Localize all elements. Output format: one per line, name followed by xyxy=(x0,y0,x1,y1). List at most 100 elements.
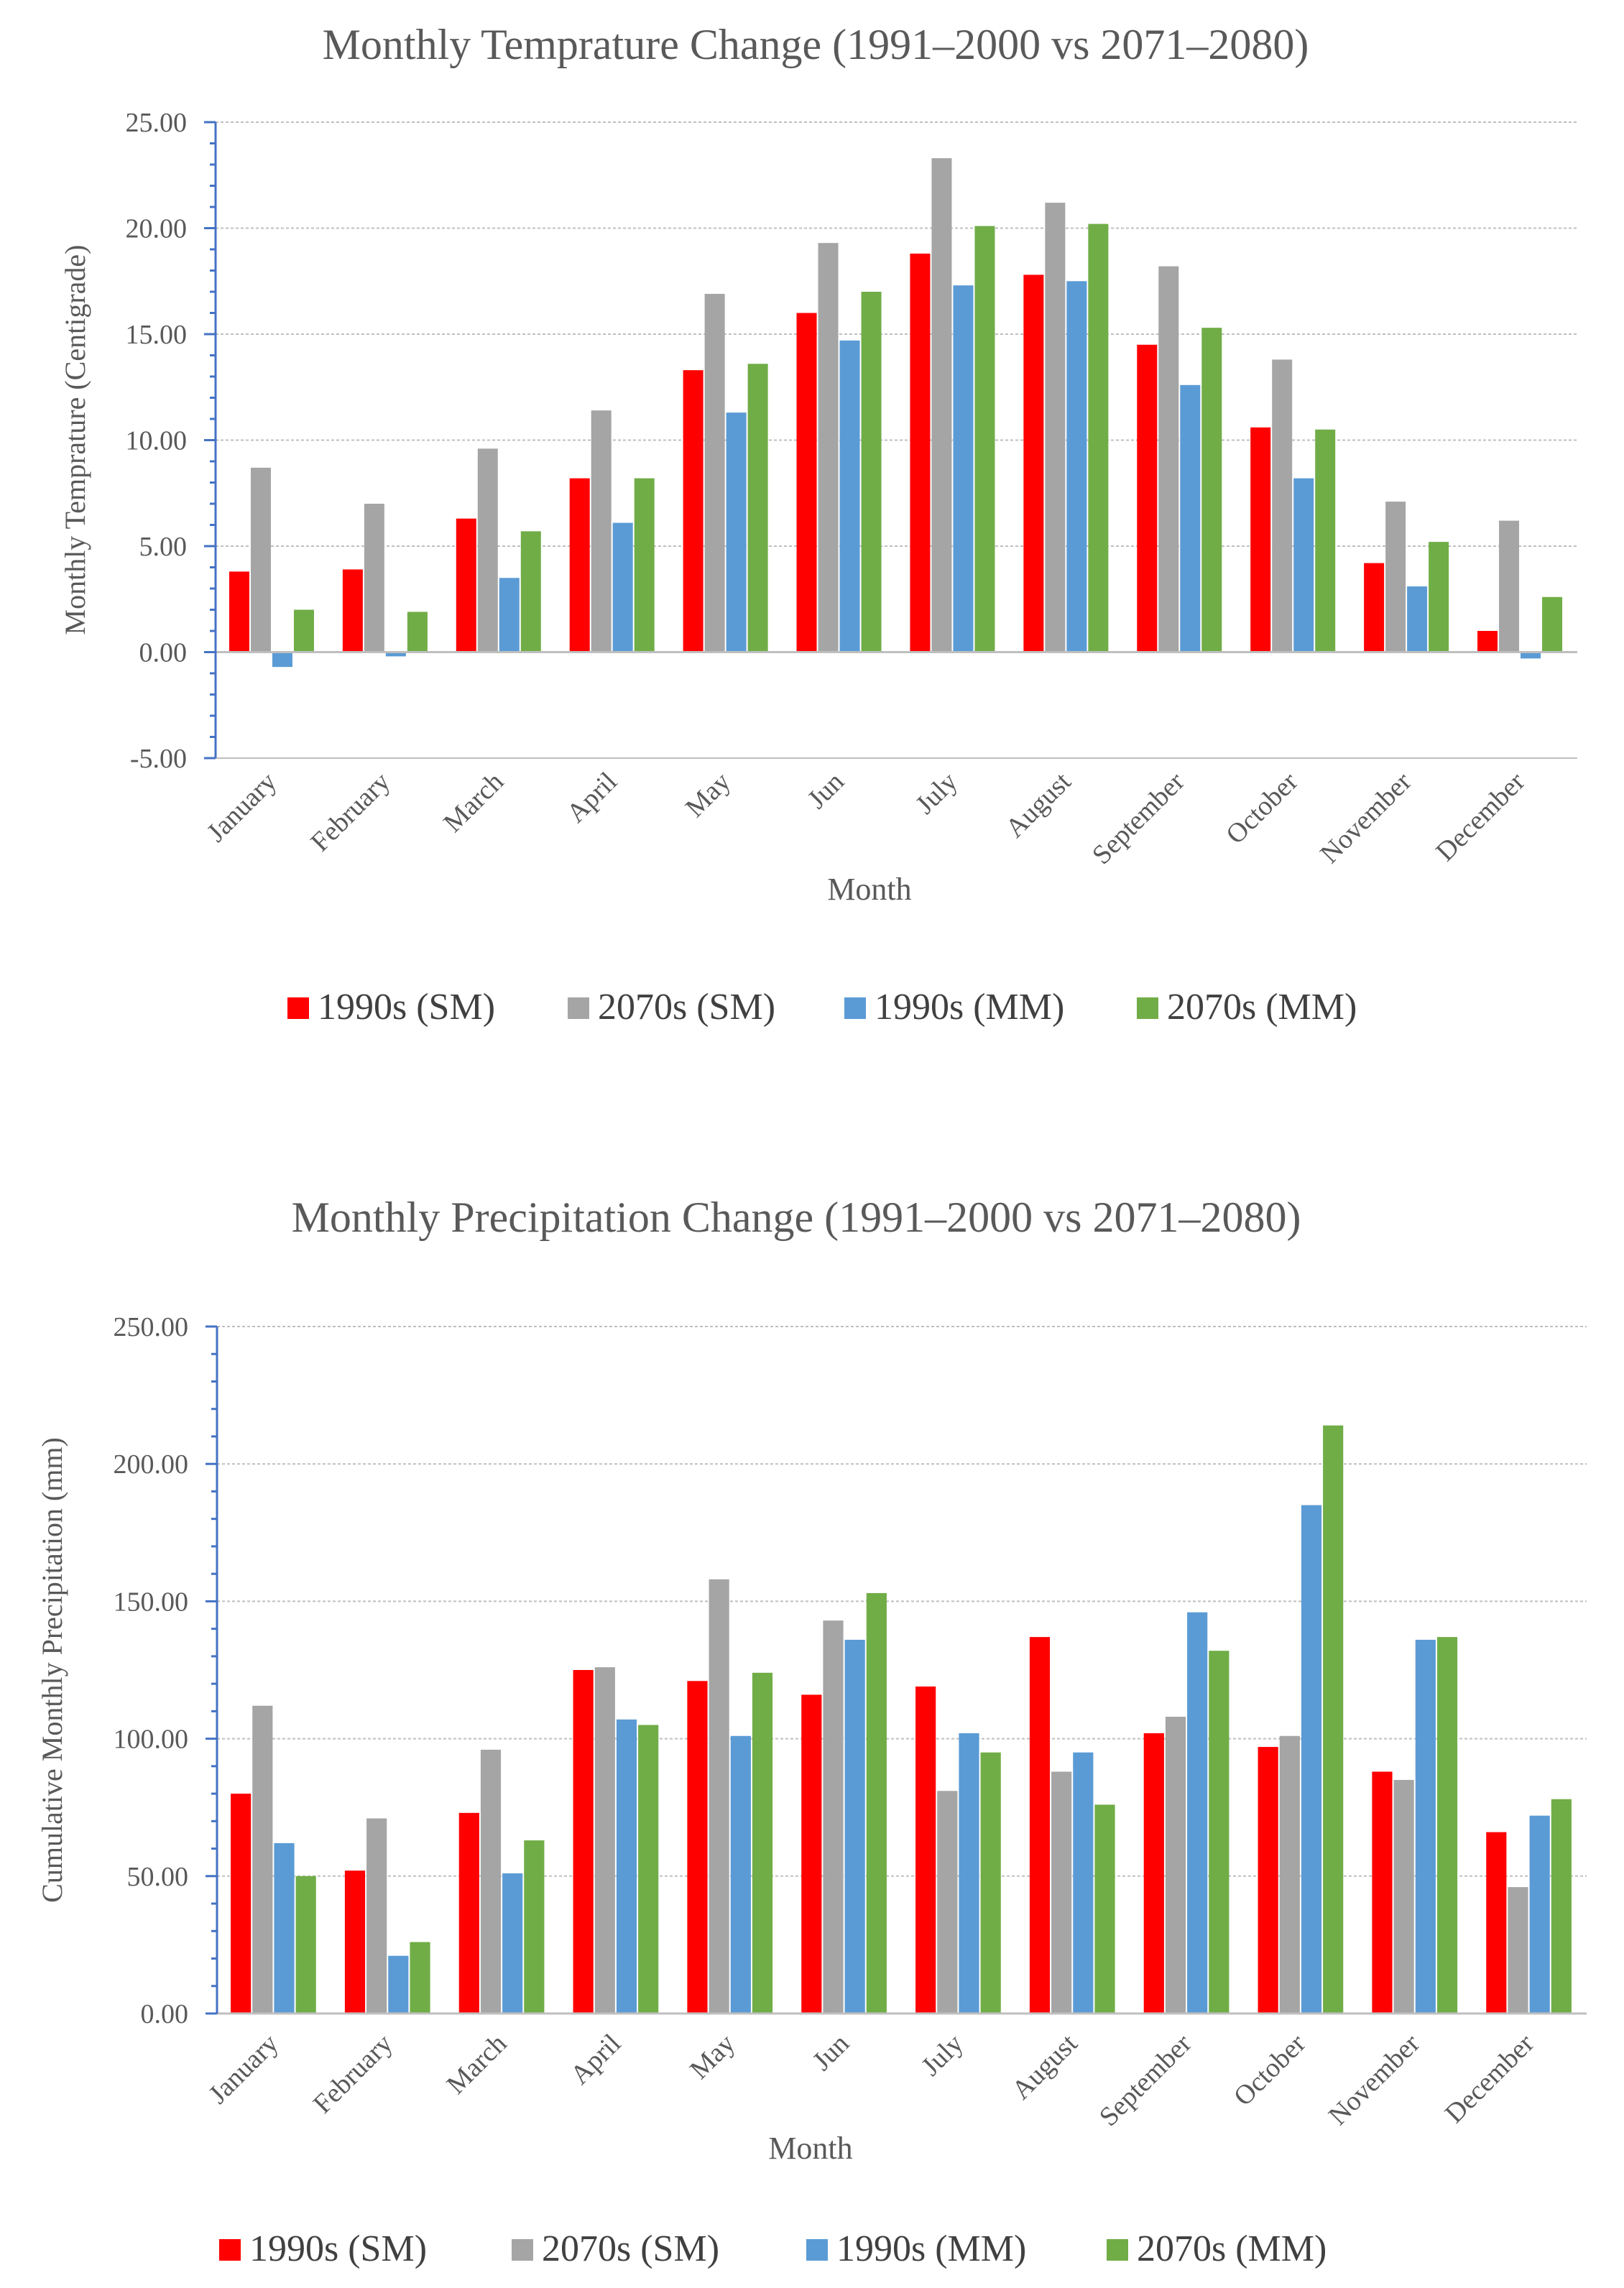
bar xyxy=(1486,1832,1507,2013)
bar xyxy=(844,1639,865,2013)
y-tick-label: 15.00 xyxy=(126,320,188,350)
x-tick-label: October xyxy=(1228,2028,1311,2111)
bar xyxy=(1279,1735,1300,2013)
bar xyxy=(612,522,633,652)
bar xyxy=(274,1842,295,2013)
legend-swatch xyxy=(1137,997,1158,1019)
bar xyxy=(388,1955,409,2013)
legend-item: 1990s (MM) xyxy=(806,2228,1026,2269)
bar xyxy=(818,243,839,652)
x-tick-label: January xyxy=(203,2029,284,2110)
precipitation-chart: Monthly Precipitation Change (1991–2000 … xyxy=(0,1167,1624,2288)
x-tick-label: March xyxy=(438,767,509,839)
bar xyxy=(1529,1815,1550,2013)
bar xyxy=(591,410,612,652)
bar xyxy=(752,1672,773,2013)
y-tick-labels: 250.00 200.00 150.00 100.00 50.00 0.00 xyxy=(114,1312,189,2029)
bar xyxy=(1323,1425,1344,2013)
x-tick-label: July xyxy=(910,767,964,821)
bar xyxy=(1180,384,1201,652)
bar xyxy=(730,1735,751,2013)
legend-label: 1990s (MM) xyxy=(875,987,1064,1028)
bar xyxy=(910,253,931,652)
bar xyxy=(1364,563,1385,652)
bars xyxy=(229,158,1563,668)
bar xyxy=(1258,1747,1278,2013)
bar xyxy=(1029,1637,1051,2013)
x-tick-label: May xyxy=(680,767,737,824)
gridlines xyxy=(216,121,1577,759)
bar xyxy=(1201,328,1222,652)
bar xyxy=(839,340,860,652)
bar xyxy=(974,226,995,652)
bar xyxy=(866,1592,887,2013)
bar xyxy=(1143,1733,1164,2013)
legend: 1990s (SM) 2070s (SM) 1990s (MM) 2070s (MM) xyxy=(287,987,1357,1028)
legend-label: 2070s (SM) xyxy=(542,2228,719,2269)
bar xyxy=(953,285,974,652)
bar xyxy=(520,531,541,652)
bar xyxy=(458,1812,479,2013)
bar xyxy=(569,478,590,652)
bar xyxy=(687,1681,708,2013)
bar xyxy=(573,1670,594,2013)
bar xyxy=(344,1870,366,2013)
bar xyxy=(861,292,882,652)
legend-label: 1990s (MM) xyxy=(836,2228,1026,2269)
x-tick-label: February xyxy=(305,767,396,858)
bar xyxy=(638,1725,659,2013)
bar xyxy=(683,370,703,652)
bar xyxy=(747,364,768,652)
bar xyxy=(231,1794,252,2013)
legend-swatch xyxy=(1107,2239,1128,2261)
legend-item: 2070s (MM) xyxy=(1107,2228,1327,2269)
bar xyxy=(502,1873,523,2013)
legend-swatch xyxy=(287,997,309,1019)
bar xyxy=(1073,1752,1094,2013)
bar xyxy=(477,448,498,652)
bar xyxy=(915,1686,936,2013)
bar xyxy=(1436,1637,1458,2013)
legend-item: 1990s (SM) xyxy=(287,987,495,1028)
bar xyxy=(366,1818,387,2013)
bar xyxy=(229,571,249,652)
legend-swatch xyxy=(568,997,589,1019)
bar xyxy=(272,652,292,668)
x-tick-label: December xyxy=(1430,766,1531,867)
legend-label: 2070s (MM) xyxy=(1137,2228,1327,2269)
legend-swatch xyxy=(219,2239,241,2261)
bar xyxy=(1301,1505,1322,2013)
x-tick-label: November xyxy=(1323,2028,1426,2131)
bar xyxy=(1272,359,1293,652)
precipitation-chart-svg: Monthly Precipitation Change (1991–2000 … xyxy=(36,1194,1587,2269)
bar xyxy=(937,1791,958,2013)
x-tick-label: September xyxy=(1094,2028,1198,2132)
x-tick-label: December xyxy=(1439,2028,1540,2128)
x-tick-label: September xyxy=(1086,766,1191,870)
y-tick-label: 200.00 xyxy=(114,1449,189,1480)
bar xyxy=(796,313,817,652)
bars xyxy=(231,1425,1572,2013)
bar xyxy=(801,1694,822,2013)
bar xyxy=(1187,1612,1208,2013)
bar xyxy=(823,1620,844,2013)
x-tick-label: March xyxy=(441,2029,513,2100)
x-tick-label: July xyxy=(915,2029,969,2082)
legend: 1990s (SM) 2070s (SM) 1990s (MM) 2070s (MM) xyxy=(219,2228,1327,2269)
x-tick-labels: January February March April May Jun July Augus… xyxy=(203,2028,1540,2132)
y-tick-label: 100.00 xyxy=(114,1725,189,1755)
y-tick-labels: 25.00 20.00 15.00 10.00 5.00 0.00 -5.00 xyxy=(126,108,188,774)
x-tick-label: Jun xyxy=(807,2029,855,2077)
legend-swatch xyxy=(806,2239,828,2261)
bar xyxy=(1385,502,1406,652)
bar xyxy=(1499,520,1520,652)
bar xyxy=(480,1749,502,2013)
bar xyxy=(980,1752,1001,2013)
bar xyxy=(1023,275,1044,652)
bar xyxy=(295,1876,316,2013)
chart-title: Monthly Temprature Change (1991–2000 vs … xyxy=(323,21,1309,68)
bar xyxy=(407,612,428,652)
legend-item: 1990s (MM) xyxy=(844,987,1064,1028)
y-tick-label: 20.00 xyxy=(126,214,188,244)
bar xyxy=(931,158,952,652)
